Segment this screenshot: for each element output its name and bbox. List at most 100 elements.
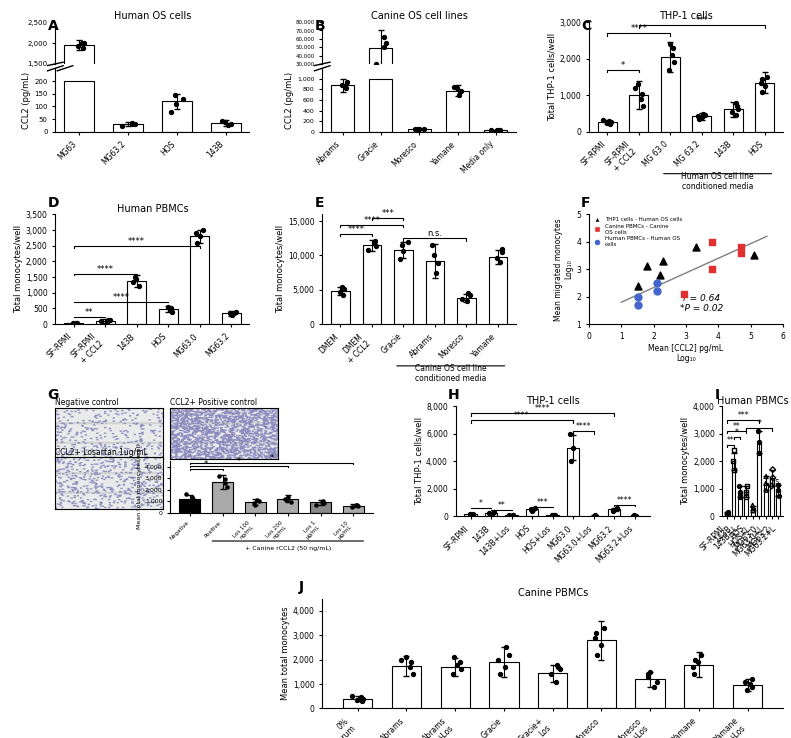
- Point: [650, 676, 663, 688]
- Point: [133, 280, 146, 292]
- Point: [166, 306, 179, 317]
- Bar: [635, 679, 664, 708]
- Bar: [159, 309, 178, 324]
- Point: [494, 257, 507, 269]
- Point: [377, 31, 390, 43]
- Point: [766, 472, 779, 484]
- Point: [191, 237, 203, 249]
- Point: [130, 273, 142, 285]
- Y-axis label: Total THP-1 cells/well: Total THP-1 cells/well: [414, 417, 423, 506]
- Point: [460, 296, 473, 308]
- Point: [70, 317, 82, 329]
- Y-axis label: Total monocytes/well: Total monocytes/well: [276, 225, 286, 314]
- Point: [628, 509, 641, 521]
- Point: [590, 627, 603, 638]
- Point: [760, 484, 773, 496]
- Bar: [277, 499, 298, 513]
- Point: [418, 123, 430, 135]
- Point: [753, 436, 766, 448]
- Text: F: F: [581, 196, 591, 210]
- Text: n.s.: n.s.: [768, 477, 782, 486]
- Text: C: C: [581, 18, 592, 32]
- Bar: [441, 667, 470, 708]
- Bar: [732, 461, 736, 517]
- Point: [163, 304, 176, 316]
- Point: [688, 654, 701, 666]
- Point: [350, 499, 362, 511]
- Y-axis label: CCL2 (pg/mL): CCL2 (pg/mL): [286, 72, 294, 128]
- Bar: [770, 478, 774, 517]
- Text: D: D: [47, 196, 59, 210]
- Point: [690, 241, 702, 253]
- Text: E: E: [314, 196, 324, 210]
- Point: [78, 37, 90, 49]
- Y-axis label: Total THP-1 cells/well: Total THP-1 cells/well: [547, 33, 557, 121]
- Point: [604, 116, 617, 128]
- Point: [399, 652, 412, 663]
- Point: [317, 497, 330, 508]
- Point: [488, 506, 501, 517]
- Point: [642, 669, 654, 680]
- Text: ****: ****: [112, 292, 130, 302]
- Point: [747, 505, 759, 517]
- Text: ****: ****: [630, 24, 647, 33]
- Point: [213, 470, 225, 482]
- Point: [126, 117, 138, 129]
- Point: [734, 486, 747, 497]
- Text: **: **: [733, 422, 740, 431]
- Point: [693, 113, 706, 125]
- Point: [691, 110, 704, 122]
- Point: [595, 639, 607, 651]
- Text: ****: ****: [617, 497, 632, 506]
- Point: [165, 106, 178, 117]
- Point: [404, 661, 417, 673]
- Point: [219, 117, 232, 128]
- Bar: [426, 261, 445, 324]
- Point: [221, 119, 234, 131]
- Point: [668, 57, 681, 69]
- Point: [731, 100, 744, 112]
- Point: [635, 88, 648, 100]
- Bar: [64, 45, 93, 126]
- Point: [77, 43, 89, 55]
- Point: [766, 480, 778, 492]
- Point: [407, 669, 420, 680]
- Point: [464, 508, 476, 520]
- Title: THP-1 cells: THP-1 cells: [526, 396, 580, 406]
- Point: [752, 447, 765, 459]
- Point: [370, 240, 383, 252]
- Point: [589, 510, 602, 522]
- Y-axis label: CCL2 (pg/mL): CCL2 (pg/mL): [22, 72, 32, 128]
- Point: [600, 117, 613, 128]
- Point: [451, 658, 464, 670]
- Bar: [598, 122, 617, 132]
- Point: [525, 503, 538, 515]
- Text: **: **: [498, 501, 505, 510]
- Point: [170, 98, 183, 110]
- Point: [635, 93, 648, 105]
- Bar: [369, 48, 392, 89]
- Point: [183, 495, 195, 507]
- Point: [95, 315, 108, 327]
- Point: [565, 455, 577, 467]
- Bar: [244, 503, 266, 513]
- Point: [361, 244, 374, 256]
- Point: [219, 474, 232, 486]
- Point: [467, 508, 479, 520]
- Bar: [755, 83, 774, 132]
- Point: [491, 125, 504, 137]
- Point: [598, 622, 611, 634]
- Point: [735, 246, 747, 258]
- Point: [629, 82, 642, 94]
- Point: [161, 301, 174, 313]
- Bar: [777, 490, 781, 517]
- Point: [279, 493, 292, 505]
- Point: [632, 78, 645, 90]
- Point: [187, 493, 199, 505]
- Bar: [392, 666, 421, 708]
- Point: [461, 287, 474, 299]
- Text: *: *: [757, 419, 761, 429]
- Point: [396, 239, 409, 251]
- Point: [739, 676, 751, 688]
- Point: [747, 249, 760, 261]
